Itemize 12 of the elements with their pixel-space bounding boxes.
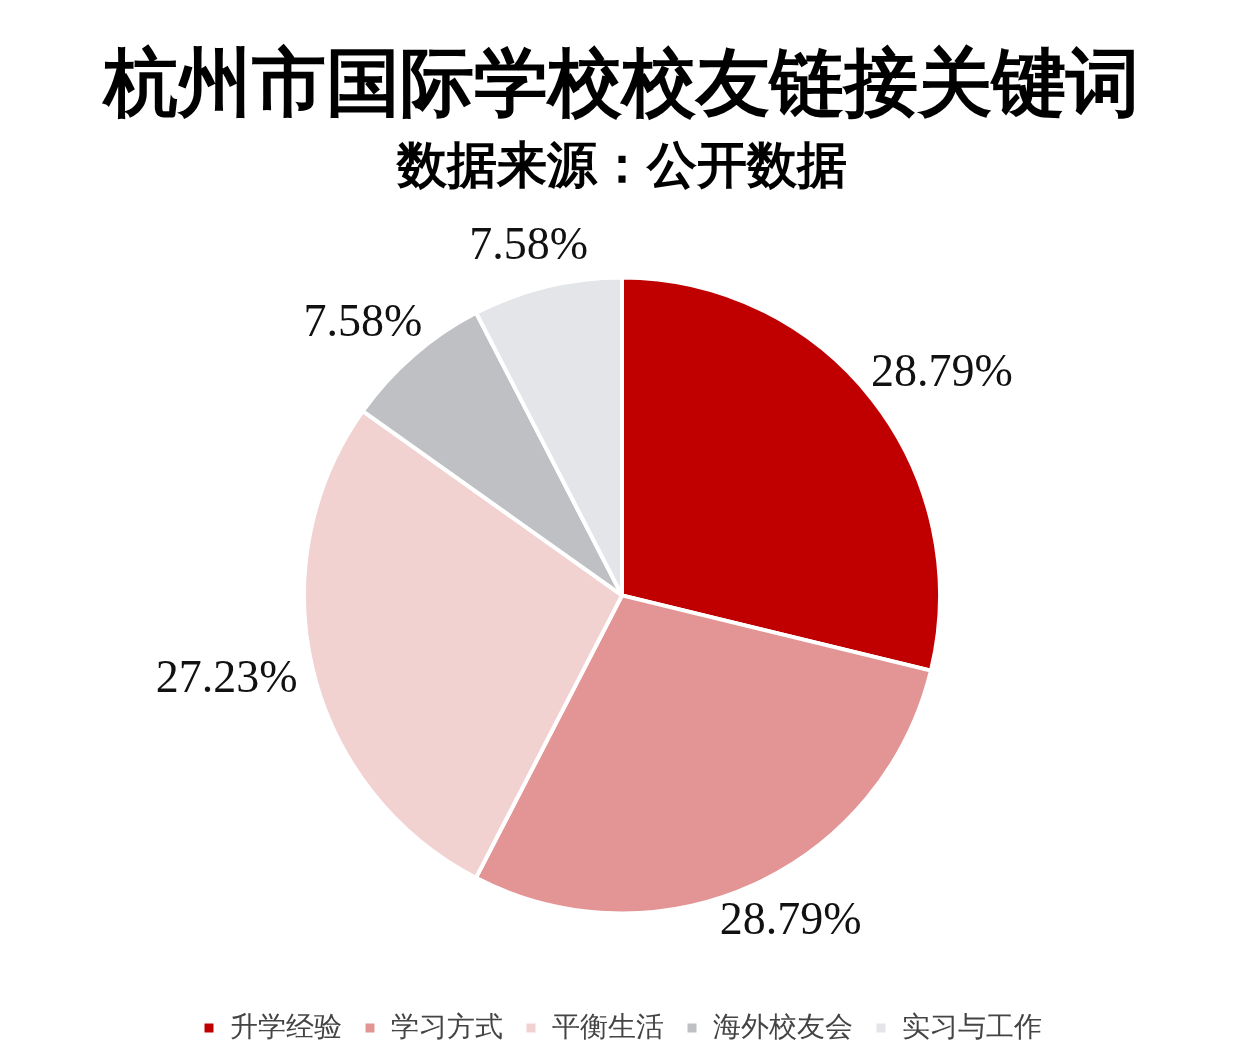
legend-label: 学习方式 <box>390 1010 503 1042</box>
legend-label: 平衡生活 <box>551 1010 664 1042</box>
data-label: 7.58% <box>303 295 423 347</box>
chart-subtitle: 数据来源：公开数据 <box>396 136 847 193</box>
legend-label: 海外校友会 <box>712 1010 853 1042</box>
chart-title: 杭州市国际学校校友链接关键词 <box>101 41 1140 124</box>
data-label: 7.58% <box>469 217 589 269</box>
data-label: 28.79% <box>871 344 1013 396</box>
legend-label: 升学经验 <box>229 1010 342 1042</box>
data-label: 27.23% <box>155 651 298 703</box>
data-label: 28.79% <box>719 893 862 945</box>
legend-label: 实习与工作 <box>901 1010 1042 1042</box>
